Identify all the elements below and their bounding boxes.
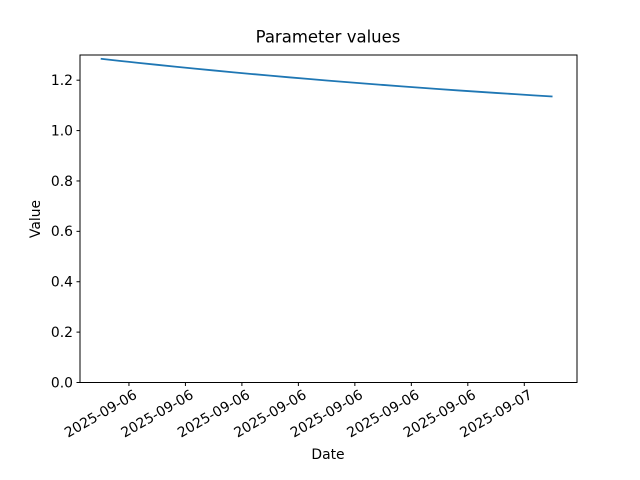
y-tick-label: 0.0	[51, 375, 73, 391]
chart-title: Parameter values	[255, 27, 401, 47]
plot-border	[79, 54, 578, 383]
y-tick-label: 0.2	[51, 325, 73, 341]
y-tick-label: 1.2	[51, 73, 73, 89]
y-tick-label: 0.4	[51, 275, 73, 291]
y-tick-label: 0.6	[51, 224, 73, 240]
data-line-parameter-values	[100, 57, 553, 98]
x-axis-label: Date	[311, 447, 345, 463]
y-axis-label: Value	[28, 199, 44, 239]
y-tick-label: 0.8	[51, 174, 73, 190]
y-tick-label: 1.0	[51, 123, 73, 139]
